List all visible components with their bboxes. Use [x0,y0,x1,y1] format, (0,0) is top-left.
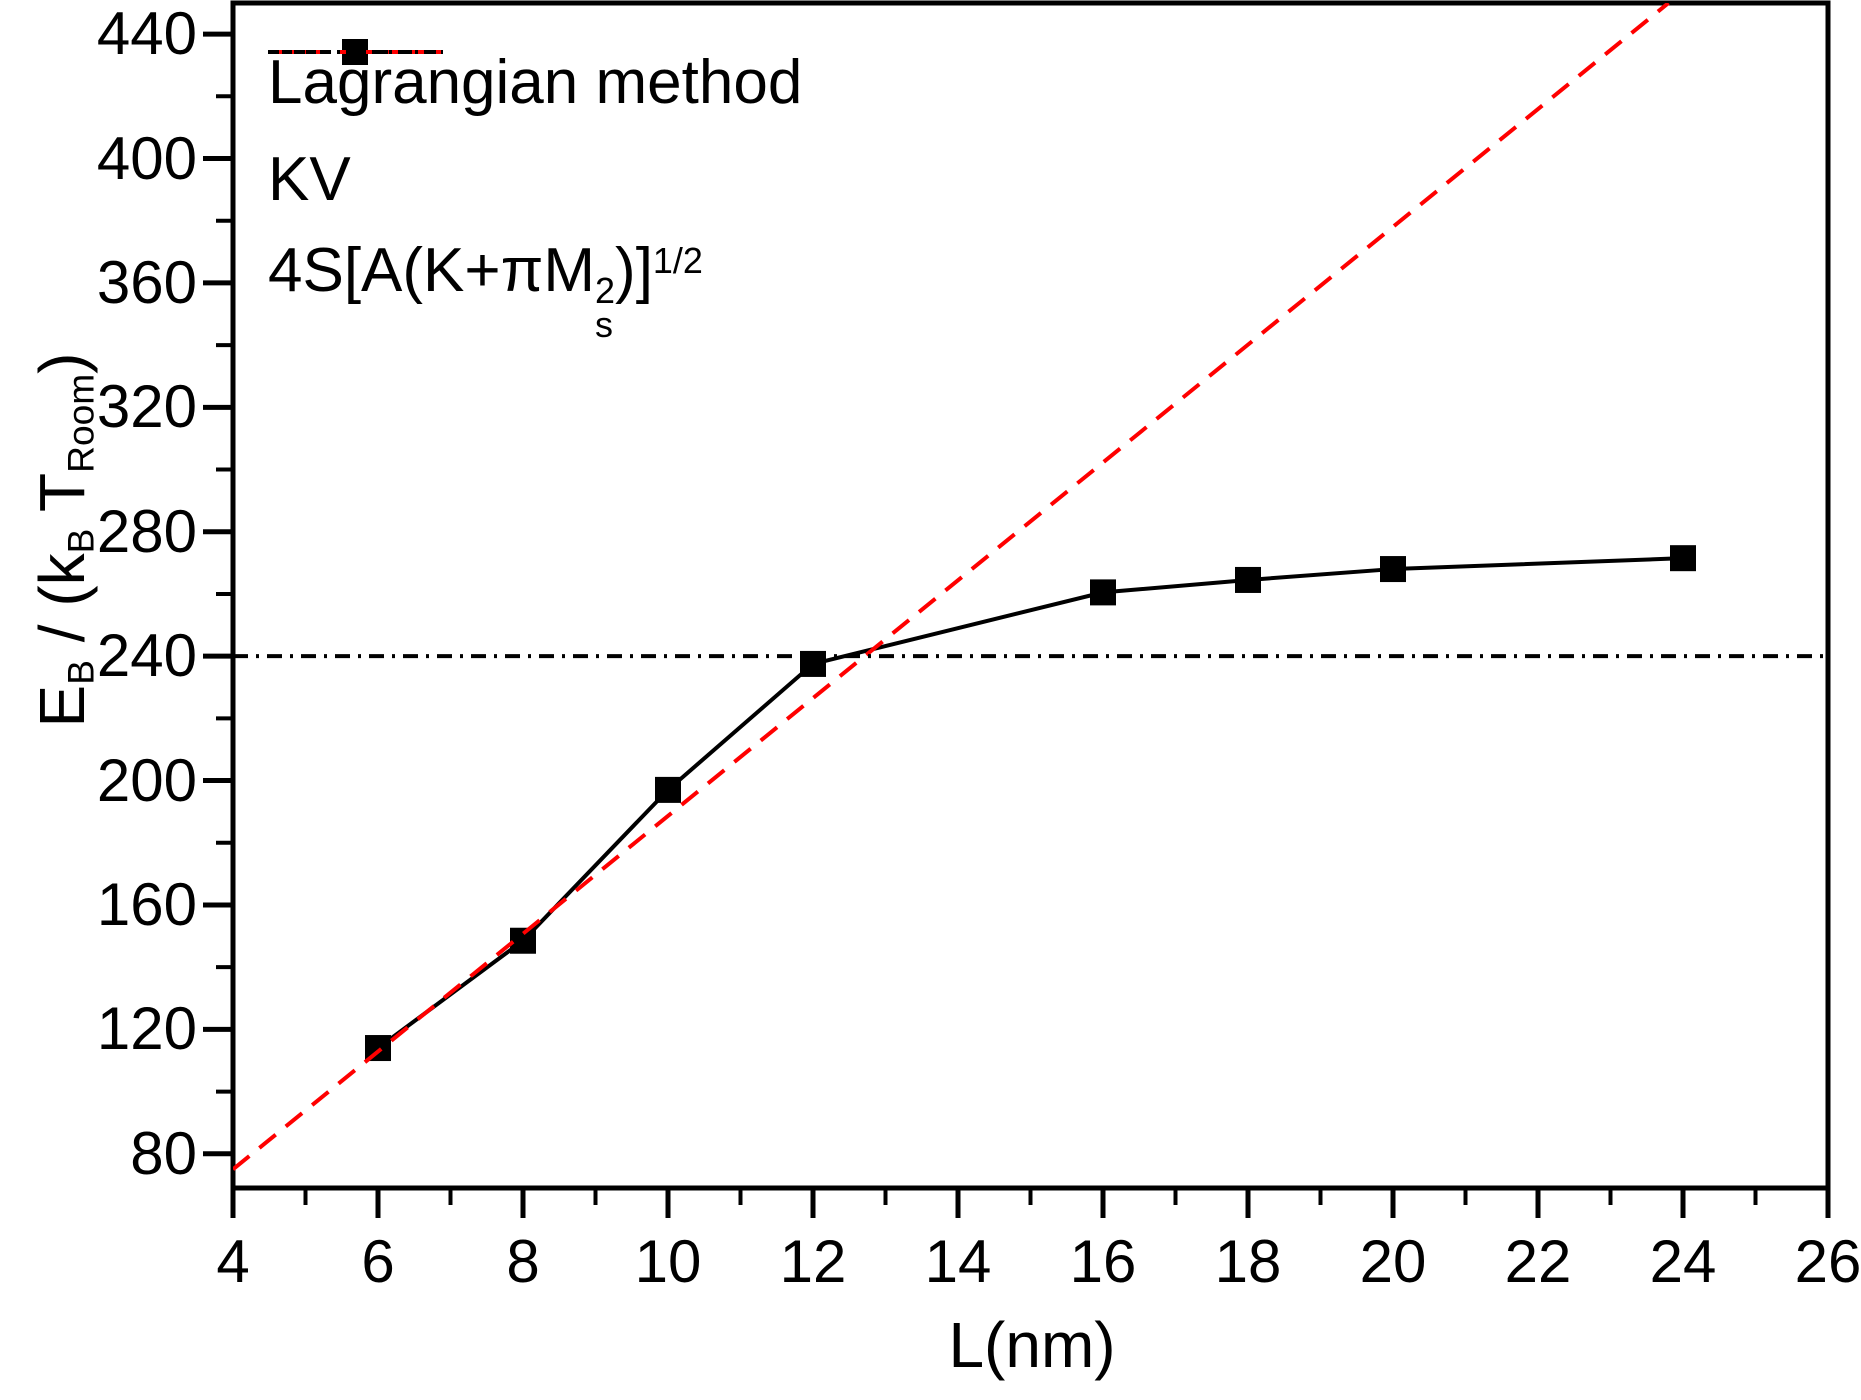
x-tick-label: 6 [361,1228,395,1295]
y-title-close: ) [26,352,98,374]
y-title-T-sub: Room [59,373,102,473]
y-tick-label: 240 [96,622,197,690]
legend-item-lagrangian: Lagrangian method [268,34,802,131]
y-tick-label: 360 [96,248,197,316]
formula-base: 4S[A(K+πM [268,235,596,305]
y-tick-label: 280 [96,497,197,565]
formula-exponent: 1/2 [652,239,703,281]
legend-label-formula: 4S[A(K+πM 2 s)]1/2 [268,226,703,343]
y-tick-label: 440 [96,0,197,68]
y-tick-label: 160 [96,870,197,938]
y-tick-label: 400 [96,124,197,192]
y-title-E-sub: B [59,660,102,685]
legend-label-kv: KV [268,144,351,214]
series-line-0 [376,556,1684,1050]
x-tick-label: 14 [924,1228,992,1295]
x-tick-label: 22 [1504,1228,1572,1295]
y-title-E: E [26,684,98,728]
legend-item-formula: 4S[A(K+πM 2 s)]1/2 [268,50,802,343]
data-point-marker [1090,579,1116,606]
y-tick-label: 120 [96,995,197,1063]
dashdot-line-swatch [268,50,443,54]
y-title-frac: / (k [26,553,98,660]
data-point-marker [655,776,681,803]
formula-close: )] [615,235,653,305]
x-tick-label: 16 [1069,1228,1137,1295]
x-tick-label: 10 [634,1228,702,1295]
x-tick-label: 26 [1794,1228,1861,1295]
data-point-marker [1235,566,1261,593]
formula-sup-2: 2 [595,270,616,312]
x-tick-label: 4 [216,1228,250,1295]
x-tick-label: 20 [1359,1228,1427,1295]
y-tick-label: 200 [96,746,197,814]
legend: Lagrangian method KV 4S[A(K+πM 2 s)]1/2 [268,34,802,343]
y-tick-label: 320 [96,373,197,441]
data-point-marker [1670,545,1696,572]
y-axis-title: EB / (kB TRoom) [17,260,107,820]
data-point-marker [1380,556,1406,583]
y-title-k-sub: B [59,528,102,554]
x-tick-label: 8 [506,1228,540,1295]
series-line-1 [233,3,1670,1171]
x-tick-label: 18 [1214,1228,1282,1295]
y-tick-label: 80 [130,1119,197,1187]
y-title-T: T [26,472,98,529]
x-tick-label: 24 [1649,1228,1717,1295]
x-axis-title: L(nm) [948,1309,1116,1381]
x-tick-label: 12 [779,1228,847,1295]
formula-sub-s: s [595,304,614,346]
legend-item-kv: KV [268,50,802,228]
